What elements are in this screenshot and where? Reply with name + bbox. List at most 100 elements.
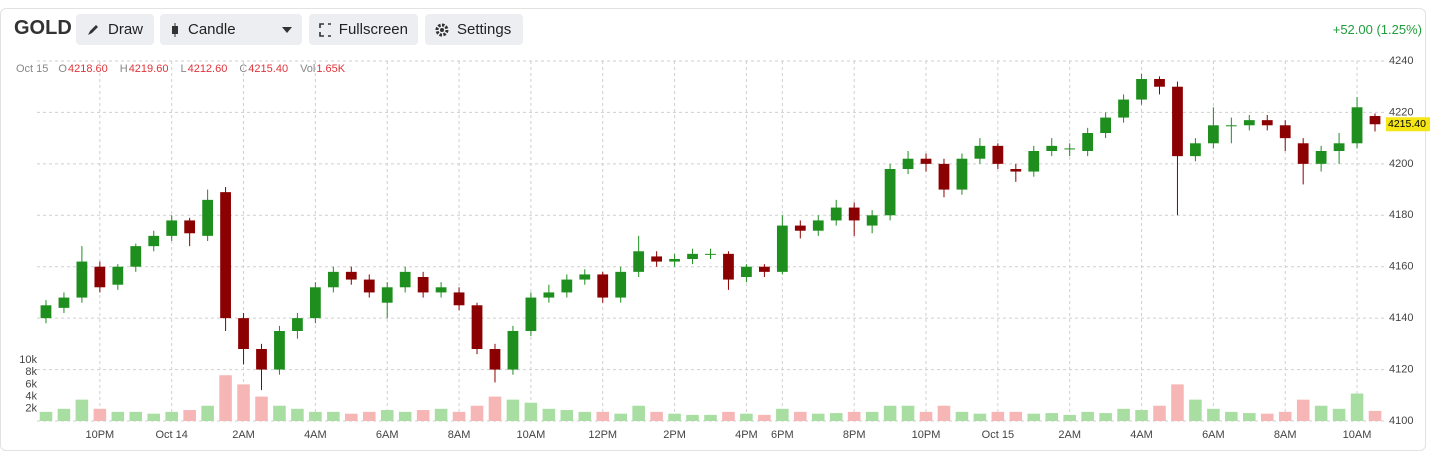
candle-body: [794, 225, 806, 231]
volume-bar: [829, 413, 843, 421]
candle-body: [938, 163, 950, 190]
volume-bar: [327, 411, 340, 421]
button-label: Draw: [108, 21, 144, 38]
candle-body: [184, 220, 196, 234]
fullscreen-button[interactable]: Fullscreen: [309, 14, 418, 45]
candle-body: [1279, 125, 1291, 139]
volume-bar: [614, 413, 627, 421]
volume-bar: [1027, 413, 1041, 421]
volume-bar: [1099, 413, 1112, 421]
volume-bar: [255, 396, 268, 421]
info-value: 4219.60: [129, 63, 169, 75]
icon: [172, 22, 178, 37]
button-label: Settings: [457, 21, 512, 38]
volume-bar: [1045, 413, 1059, 421]
candle-body: [1351, 107, 1363, 144]
candle-body: [705, 253, 716, 255]
info-value: 4212.60: [188, 63, 228, 75]
volume-bar: [650, 411, 663, 421]
volume-bar: [291, 408, 304, 421]
candle-body: [956, 158, 968, 190]
x-tick-label: 2AM: [232, 429, 255, 441]
volume-bar: [57, 408, 71, 421]
candle-body: [130, 246, 142, 267]
x-tick-label: Oct 14: [155, 429, 187, 441]
button-label: Fullscreen: [338, 21, 408, 38]
volume-bar: [183, 410, 196, 421]
info-label: O: [58, 63, 67, 75]
candle-body: [1064, 148, 1076, 150]
x-tick-label: 12PM: [588, 429, 617, 441]
volume-bar: [39, 411, 53, 421]
candle-body: [1297, 143, 1309, 164]
caret: [282, 26, 292, 33]
volume-bar: [919, 411, 933, 421]
candle-body: [435, 287, 447, 293]
x-tick-label: 4PM: [735, 429, 758, 441]
candle-body: [812, 220, 824, 231]
x-tick-label: 10PM: [912, 429, 941, 441]
volume-bar: [722, 411, 735, 421]
volume-bar: [165, 411, 178, 421]
candle-body: [741, 266, 752, 277]
volume-bar: [883, 405, 897, 421]
volume-bar: [901, 405, 915, 421]
volume-bar: [1117, 408, 1130, 421]
x-tick-label: 8PM: [843, 429, 866, 441]
x-tick-label: 2PM: [663, 429, 686, 441]
candle-body: [579, 274, 591, 280]
volume-bar: [201, 405, 214, 421]
candle-body: [1333, 143, 1345, 151]
volume-bar: [416, 410, 430, 421]
candle-body: [345, 271, 357, 280]
volume-bar: [129, 411, 143, 421]
info-label: Vol: [300, 63, 315, 75]
candle-body: [1118, 99, 1129, 118]
x-tick-label: 6PM: [771, 429, 794, 441]
candle-body: [40, 305, 52, 319]
candle-body: [202, 199, 214, 236]
volume-bar: [273, 405, 286, 421]
volume-bar: [237, 384, 250, 421]
candle-body: [327, 271, 339, 288]
x-tick-label: 10AM: [517, 429, 546, 441]
candle-body: [669, 259, 680, 262]
volume-tick-label: 6k: [25, 378, 37, 390]
volume-bar: [452, 411, 466, 421]
candle-body: [363, 279, 375, 293]
volume-bar: [309, 411, 322, 421]
candle-body: [274, 331, 285, 370]
x-tick-label: 6AM: [376, 429, 399, 441]
info-value: 1.65K: [316, 63, 345, 75]
x-tick-label: 4AM: [1130, 429, 1153, 441]
volume-bar: [524, 402, 538, 421]
price-change: +52.00 (1.25%): [1332, 22, 1422, 37]
candle-body: [902, 158, 914, 169]
candle-body: [1172, 86, 1183, 157]
settings-button[interactable]: Settings: [425, 14, 523, 45]
icon: [88, 24, 98, 35]
candle-body: [848, 207, 860, 221]
volume-bar: [345, 413, 358, 421]
draw-button[interactable]: Draw: [76, 14, 154, 45]
candle-body: [597, 274, 609, 298]
candle-body: [633, 251, 645, 272]
candle-body: [417, 277, 429, 293]
candle-body: [256, 349, 267, 370]
volume-bar: [1332, 408, 1346, 421]
candle-body: [76, 261, 88, 298]
candle-body: [148, 235, 160, 247]
y-tick-label: 4220: [1389, 106, 1413, 118]
chart-card: [0, 8, 1426, 451]
candle-body: [561, 279, 573, 293]
candle-body: [453, 292, 465, 306]
candle-body: [381, 287, 393, 303]
candle-body: [1100, 117, 1112, 133]
candle-body: [974, 145, 986, 159]
x-tick-label: 10AM: [1343, 429, 1372, 441]
chart-type-dropdown[interactable]: Candle: [160, 14, 302, 45]
candle-body: [309, 287, 321, 319]
volume-bar: [758, 414, 771, 421]
candle-body: [1315, 151, 1327, 164]
